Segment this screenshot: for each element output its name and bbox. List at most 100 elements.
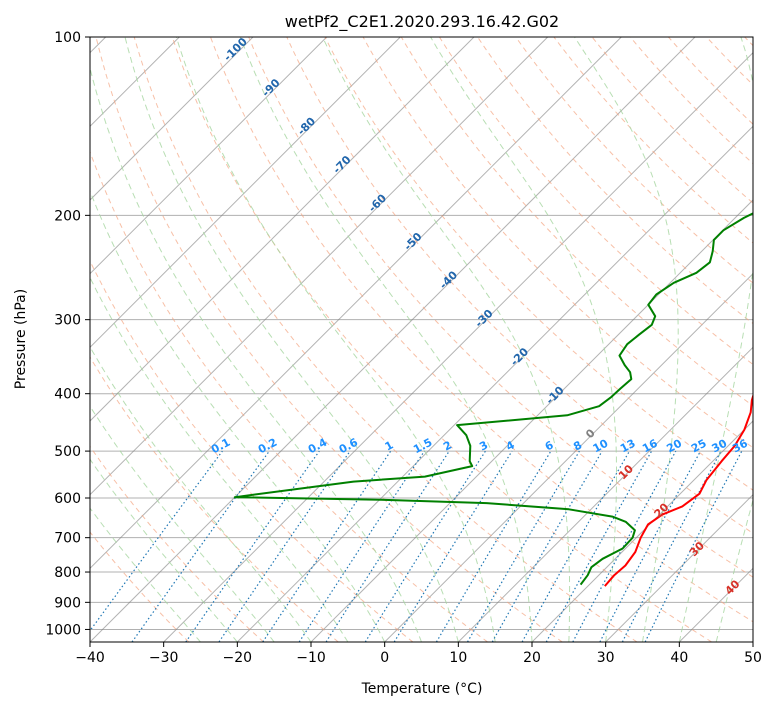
- dry-adiabat-line: [95, 37, 563, 642]
- y-tick-label: 600: [54, 491, 81, 507]
- x-axis-label: Temperature (°C): [361, 681, 483, 697]
- isotherm-line: [90, 37, 254, 201]
- x-tick-label: 0: [380, 650, 389, 666]
- dry-adiabat-line: [210, 37, 753, 623]
- mixing-ratio-label: 0.4: [306, 436, 330, 457]
- x-tick-label: 30: [597, 650, 615, 666]
- mixing-ratio-line: [262, 450, 392, 642]
- mixing-ratio-line: [466, 450, 580, 642]
- moist-adiabat-line: [430, 37, 617, 642]
- moist-adiabat-line: [715, 498, 753, 642]
- y-tick-label: 800: [54, 565, 81, 581]
- dry-adiabat-label: 40: [723, 577, 743, 597]
- dry-adiabat-line: [90, 259, 414, 642]
- chart-title: wetPf2_C2E1.2020.293.16.42.G02: [285, 12, 559, 32]
- dry-adiabat-line: [286, 37, 753, 534]
- moist-adiabat-line: [90, 65, 422, 642]
- x-tick-label: 40: [670, 650, 688, 666]
- dry-adiabat-label: 10: [616, 462, 636, 482]
- isotherm-line: [457, 346, 753, 642]
- y-tick-label: 900: [54, 595, 81, 611]
- y-tick-label: 400: [54, 387, 81, 403]
- dry-adiabat-line: [90, 445, 264, 642]
- dry-adiabat-line: [400, 37, 753, 407]
- mixing-ratio-label: 16: [640, 437, 660, 456]
- mixing-ratio-label: 25: [689, 437, 709, 456]
- mixing-ratio-label: 10: [591, 437, 611, 456]
- axes: −40 −30 −20 −10 0 10 20 30 40 5010020030040050060…: [45, 30, 762, 666]
- isotherm-line: [90, 37, 401, 349]
- dry-adiabat-line: [744, 37, 753, 47]
- background-lines: [90, 37, 753, 642]
- y-tick-label: 1000: [45, 622, 81, 638]
- isotherm-line: [163, 51, 753, 642]
- mixing-ratio-line: [599, 450, 702, 642]
- moist-adiabat-line: [90, 345, 312, 642]
- dry-adiabat-line: [515, 37, 753, 284]
- line-labels: -100-90-80-70-60-50-40-30-20-10010203040…: [209, 35, 750, 598]
- mixing-ratio-line: [521, 450, 631, 642]
- mixing-ratio-label: 1.5: [411, 436, 434, 457]
- isotherm-line: [236, 125, 753, 642]
- x-tick-label: −20: [223, 650, 253, 666]
- dry-adiabat-line: [438, 37, 753, 366]
- y-tick-label: 100: [54, 30, 81, 46]
- dry-adiabat-line: [90, 150, 488, 642]
- dry-adiabat-label: -100: [221, 35, 250, 64]
- moist-adiabat-line: [175, 37, 496, 642]
- mixing-ratio-label: 30: [710, 437, 730, 456]
- isotherm-line: [384, 272, 753, 642]
- mixing-ratio-label: 36: [730, 437, 750, 456]
- isotherm-line: [531, 420, 753, 642]
- mixing-ratio-line: [131, 450, 270, 642]
- mixing-ratio-label: 0.1: [209, 436, 232, 457]
- dry-adiabat-label: -70: [330, 153, 353, 176]
- dry-adiabat-label: 20: [652, 500, 672, 520]
- mixing-ratio-line: [90, 450, 223, 632]
- dry-adiabat-label: 0: [583, 426, 598, 441]
- moist-adiabat-line: [90, 458, 238, 642]
- y-tick-label: 200: [54, 208, 81, 224]
- dry-adiabat-label: -90: [259, 76, 282, 99]
- isotherm-line: [310, 199, 753, 642]
- y-axis-label: Pressure (hPa): [13, 289, 29, 389]
- mixing-ratio-label: 0.6: [337, 436, 361, 457]
- dry-adiabat-line: [171, 37, 712, 642]
- moist-adiabat-line: [90, 405, 275, 642]
- dry-adiabat-label: 30: [687, 539, 707, 559]
- moist-adiabat-line: [678, 37, 753, 642]
- mixing-ratio-line: [393, 450, 513, 642]
- dry-adiabat-label: -80: [295, 115, 318, 138]
- dewpoint-profile-line: [233, 212, 753, 586]
- x-tick-label: −10: [296, 650, 326, 666]
- isotherm-line: [90, 37, 549, 496]
- moist-adiabat-line: [239, 37, 533, 642]
- dry-adiabat-line: [90, 356, 339, 642]
- isotherm-line: [90, 37, 622, 570]
- mixing-ratio-line: [325, 450, 450, 642]
- mixing-ratio-line: [218, 450, 351, 642]
- dry-adiabat-line: [90, 531, 190, 642]
- mixing-ratio-line: [185, 450, 320, 642]
- dry-adiabat-label: -50: [401, 230, 424, 253]
- y-tick-label: 500: [54, 444, 81, 460]
- mixing-ratio-line: [572, 450, 677, 642]
- dry-adiabat-line: [553, 37, 753, 244]
- isotherm-line: [90, 37, 475, 422]
- isotherm-line: [90, 37, 328, 275]
- dry-adiabat-line: [668, 37, 753, 125]
- sounding-profiles: [233, 212, 753, 587]
- mixing-ratio-line: [545, 450, 653, 642]
- dry-adiabat-label: -60: [366, 191, 389, 214]
- dry-adiabat-label: -10: [543, 384, 566, 407]
- moist-adiabat-line: [90, 276, 349, 642]
- x-tick-label: 50: [744, 650, 762, 666]
- dry-adiabat-line: [591, 37, 753, 204]
- x-tick-label: −30: [149, 650, 179, 666]
- isotherm-line: [605, 493, 753, 642]
- moist-adiabat-line: [90, 189, 386, 642]
- mixing-ratio-label: 0.2: [256, 436, 279, 457]
- dry-adiabat-line: [248, 37, 753, 578]
- isotherm-line: [752, 641, 753, 642]
